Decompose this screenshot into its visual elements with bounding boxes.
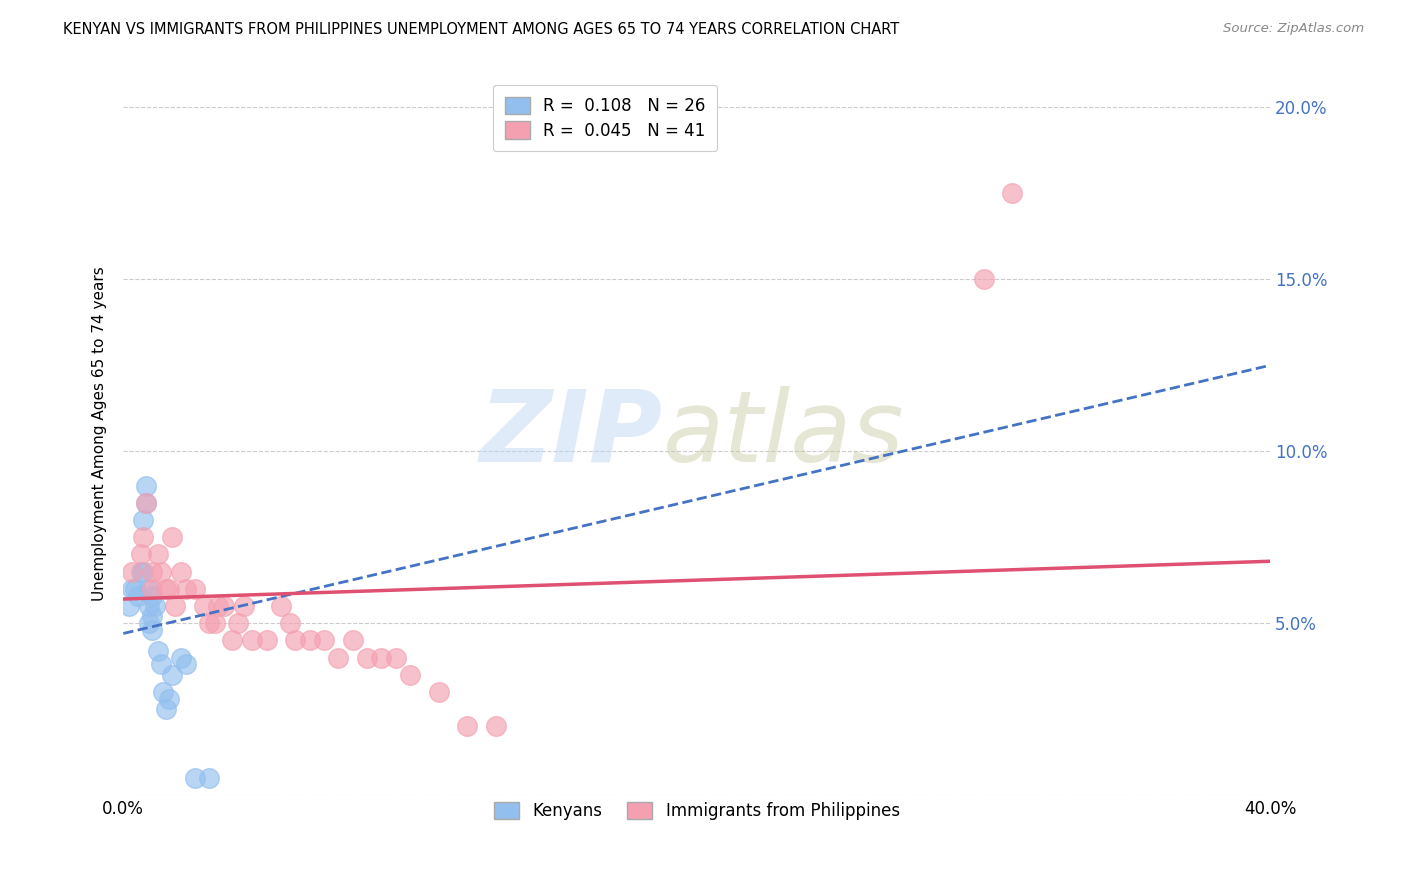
- Point: [152, 685, 174, 699]
- Point: [204, 616, 226, 631]
- Point: [149, 565, 172, 579]
- Point: [370, 650, 392, 665]
- Point: [384, 650, 406, 665]
- Point: [342, 633, 364, 648]
- Point: [226, 616, 249, 631]
- Point: [138, 616, 160, 631]
- Point: [155, 582, 177, 596]
- Point: [198, 616, 221, 631]
- Point: [160, 530, 183, 544]
- Point: [146, 547, 169, 561]
- Point: [146, 643, 169, 657]
- Point: [121, 565, 143, 579]
- Point: [399, 667, 422, 681]
- Point: [121, 582, 143, 596]
- Point: [240, 633, 263, 648]
- Text: atlas: atlas: [662, 385, 904, 483]
- Point: [427, 685, 450, 699]
- Point: [973, 272, 995, 286]
- Point: [138, 582, 160, 596]
- Point: [141, 623, 163, 637]
- Point: [184, 582, 207, 596]
- Point: [312, 633, 335, 648]
- Point: [456, 719, 478, 733]
- Point: [135, 478, 157, 492]
- Point: [1001, 186, 1024, 201]
- Point: [160, 667, 183, 681]
- Point: [141, 609, 163, 624]
- Point: [485, 719, 508, 733]
- Point: [198, 771, 221, 785]
- Point: [270, 599, 292, 613]
- Point: [132, 530, 155, 544]
- Point: [212, 599, 235, 613]
- Point: [118, 599, 141, 613]
- Point: [141, 565, 163, 579]
- Point: [328, 650, 350, 665]
- Point: [221, 633, 243, 648]
- Point: [135, 496, 157, 510]
- Point: [176, 657, 198, 672]
- Text: Source: ZipAtlas.com: Source: ZipAtlas.com: [1223, 22, 1364, 36]
- Point: [184, 771, 207, 785]
- Text: ZIP: ZIP: [479, 385, 662, 483]
- Point: [207, 599, 229, 613]
- Point: [143, 599, 166, 613]
- Point: [169, 650, 191, 665]
- Point: [141, 589, 163, 603]
- Point: [256, 633, 278, 648]
- Point: [298, 633, 321, 648]
- Point: [169, 565, 191, 579]
- Point: [138, 599, 160, 613]
- Point: [129, 565, 152, 579]
- Point: [356, 650, 378, 665]
- Point: [163, 599, 186, 613]
- Point: [284, 633, 307, 648]
- Point: [278, 616, 301, 631]
- Legend: Kenyans, Immigrants from Philippines: Kenyans, Immigrants from Philippines: [484, 792, 910, 830]
- Point: [176, 582, 198, 596]
- Point: [129, 547, 152, 561]
- Point: [232, 599, 254, 613]
- Text: KENYAN VS IMMIGRANTS FROM PHILIPPINES UNEMPLOYMENT AMONG AGES 65 TO 74 YEARS COR: KENYAN VS IMMIGRANTS FROM PHILIPPINES UN…: [63, 22, 900, 37]
- Point: [132, 513, 155, 527]
- Point: [155, 702, 177, 716]
- Point: [132, 565, 155, 579]
- Point: [135, 496, 157, 510]
- Point: [124, 582, 146, 596]
- Point: [193, 599, 215, 613]
- Point: [141, 582, 163, 596]
- Point: [127, 589, 149, 603]
- Y-axis label: Unemployment Among Ages 65 to 74 years: Unemployment Among Ages 65 to 74 years: [93, 267, 107, 601]
- Point: [157, 582, 180, 596]
- Point: [149, 657, 172, 672]
- Point: [157, 691, 180, 706]
